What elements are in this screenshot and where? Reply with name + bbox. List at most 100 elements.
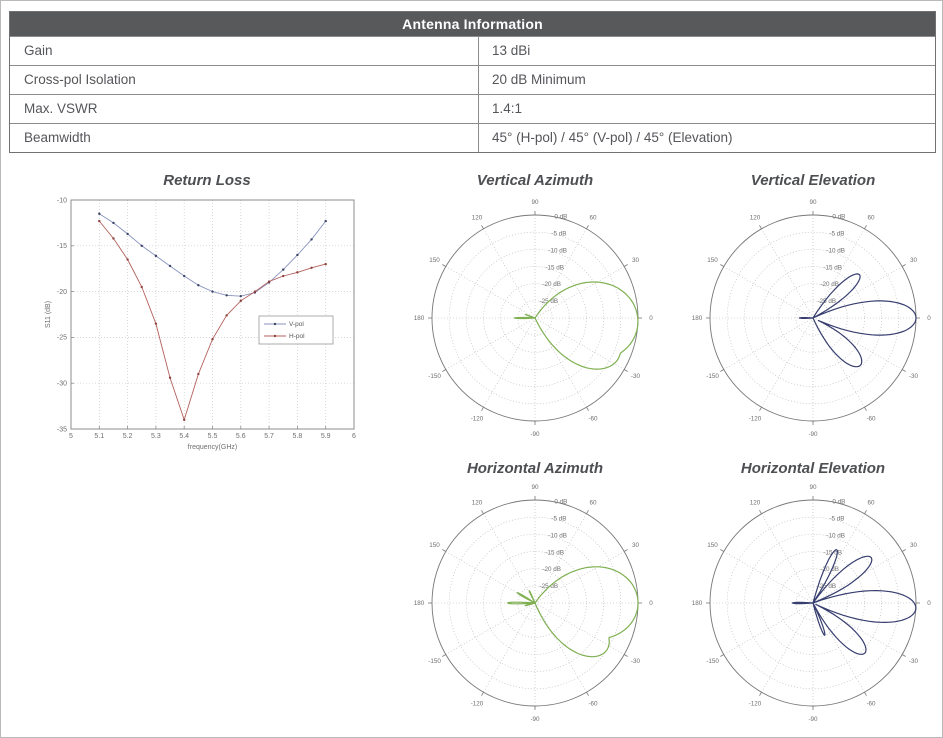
series-marker [98,219,101,223]
series-marker [267,280,271,283]
polar-angle-label: 30 [910,257,918,264]
polar-angle-label: -150 [706,658,719,665]
polar-angle-label: -60 [588,701,598,708]
polar-angle-tick [902,369,906,372]
polar-radial-label: -15 dB [545,264,564,271]
polar-angle-tick [720,549,724,552]
polar-ring [795,585,831,621]
polar-spoke [812,602,865,693]
polar-angle-tick [481,407,484,411]
polar-radial-label: -15 dB [823,264,842,271]
polar-angle-label: 60 [589,215,597,222]
polar-spoke [812,266,903,319]
polar-angle-label: 150 [707,542,718,549]
polar-angle-label: 120 [750,500,761,507]
polar-angle-label: 90 [531,199,539,206]
series-marker [154,322,158,325]
legend-box [258,315,334,345]
polar-angle-label: -90 [808,431,818,438]
polar-radial-label: -20 dB [542,566,561,573]
polar-spoke [723,602,814,655]
y-tick-label: -15 [57,243,67,250]
polar-radial-label: -5 dB [829,515,844,522]
polar-angle-tick [720,654,724,657]
polar-radial-label: -25 dB [817,298,836,305]
polar-angle-tick [624,369,628,372]
series-marker [310,238,313,241]
polar-spoke [812,317,865,408]
polar-angle-label: -90 [530,716,540,723]
polar-angle-label: 30 [632,542,640,549]
polar-angle-tick [442,369,446,372]
polar-angle-tick [720,264,724,267]
polar-angle-tick [902,654,906,657]
polar-spoke [483,228,536,319]
antenna-info-table: Antenna Information Gain 13 dBi Cross-po… [9,11,936,153]
polar-ring [517,300,553,336]
table-cell-label: Gain [10,37,479,65]
vertical-elevation-polar-chart: 0 30 60 90 120 150 180 -150 -120 -90 -60 -30 0 dB -5 … [692,199,932,438]
polar-ring [726,516,900,690]
series-marker [253,290,257,293]
polar-angle-label: 60 [589,500,597,507]
polar-angle-label: 90 [809,484,817,491]
polar-spoke [483,513,536,604]
polar-angle-tick [624,549,628,552]
polar-angle-label: -120 [749,416,762,423]
polar-spoke [723,551,814,604]
return-loss-title: Return Loss [163,172,251,189]
polar-spoke [534,266,625,319]
polar-radial-label: -15 dB [545,549,564,556]
table-cell-value: 13 dBi [491,43,531,58]
polar-angle-label: -60 [866,416,876,423]
polar-radial-label: 0 dB [832,214,845,221]
series-marker [282,268,285,271]
polar-radial-label: -10 dB [826,532,845,539]
series-marker [126,232,129,236]
polar-angle-tick [481,692,484,696]
polar-spoke [812,317,903,370]
series-marker [112,221,115,225]
series-marker [197,283,200,287]
polar-spoke [761,228,814,319]
polar-ring [744,534,882,672]
series-marker [225,294,228,297]
polar-radial-label: -10 dB [548,247,567,254]
y-tick-label: -35 [57,426,67,433]
polar-angle-label: -60 [866,701,876,708]
polar-angle-tick [442,654,446,657]
polar-angle-label: 120 [750,215,761,222]
polar-angle-tick [481,225,484,229]
series-marker [154,254,158,258]
polar-angle-tick [864,407,867,411]
horizontal-elevation-title: Horizontal Elevation [740,460,886,477]
polar-radial-label: 0 dB [554,499,567,506]
series-marker [225,314,228,317]
series-marker [126,258,129,261]
legend-marker-sample [273,334,277,338]
polar-angle-tick [586,225,589,229]
table-row: Cross-pol Isolation 20 dB Minimum [10,65,935,94]
series-marker [168,376,172,379]
y-tick-label: -30 [57,381,67,388]
polar-angle-label: -150 [428,373,441,380]
polar-angle-label: 30 [910,542,918,549]
x-tick-label: 5.1 [94,433,104,440]
polar-angle-tick [586,407,589,411]
horizontal-azimuth-title: Horizontal Azimuth [466,460,604,477]
polar-angle-label: 90 [531,484,539,491]
polar-angle-label: -150 [706,373,719,380]
series-marker [211,338,214,341]
polar-angle-label: 60 [867,500,875,507]
x-tick-label: 5.6 [236,433,246,440]
polar-ring [448,516,622,690]
polar-spoke [445,602,536,655]
polar-spoke [534,602,625,655]
polar-spoke [534,513,587,604]
x-tick-label: 5 [69,433,73,440]
polar-radial-label: -20 dB [820,281,839,288]
polar-spoke [534,228,587,319]
polar-angle-tick [759,510,762,514]
polar-angle-label: 180 [414,315,425,322]
polar-spoke [483,317,536,408]
